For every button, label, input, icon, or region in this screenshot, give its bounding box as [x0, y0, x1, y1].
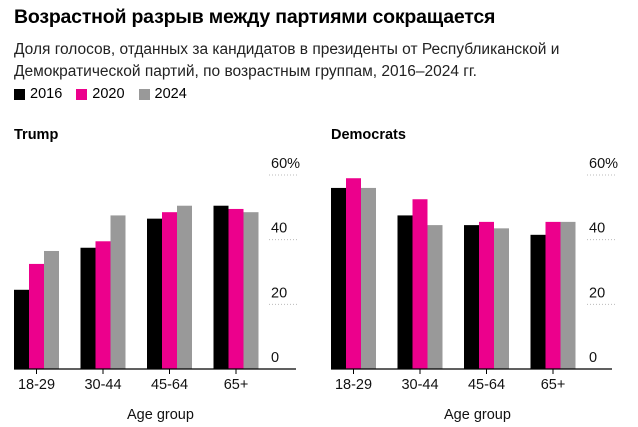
legend-label-2016: 2016 [30, 86, 63, 102]
democrats-ytick-label-20: 20 [589, 285, 605, 301]
trump-ytick-label-20: 20 [271, 285, 287, 301]
legend-swatch-2016 [14, 88, 25, 100]
page-title: Возрастной разрыв между партиями сокраща… [14, 6, 496, 28]
trump-x-axis-title: Age group [127, 407, 194, 423]
trump-bar-45-64-2020 [162, 212, 177, 369]
trump-xtick-label-30-44: 30-44 [84, 377, 121, 393]
trump-bar-45-64-2016 [147, 218, 162, 369]
legend-swatch-2020 [76, 88, 88, 100]
democrats-bar-65+-2020 [545, 221, 561, 369]
democrats-bar-45-64-2016 [464, 225, 479, 369]
trump-xtick-label-45-64: 45-64 [151, 377, 188, 393]
trump-xtick-label-65+: 65+ [224, 377, 249, 393]
democrats-bar-45-64-2020 [479, 221, 494, 369]
trump-bar-65+-2024 [243, 212, 259, 369]
democrats-bar-65+-2024 [560, 221, 576, 369]
legend: 2016 2020 2024 [14, 86, 201, 102]
democrats-xtick-label-45-64: 45-64 [468, 377, 505, 393]
page-subtitle: Доля голосов, отданных за кандидатов в п… [14, 41, 560, 80]
trump-bar-18-29-2016 [14, 289, 29, 369]
trump-bar-65+-2020 [228, 208, 244, 369]
legend-item-2024: 2024 [138, 86, 187, 102]
trump-bar-18-29-2020 [29, 263, 44, 369]
trump-bar-30-44-2020 [95, 241, 111, 369]
democrats-ytick-label-40: 40 [589, 221, 605, 237]
democrats-xtick-label-30-44: 30-44 [401, 377, 438, 393]
democrats-ytick-label-60: 60% [589, 156, 618, 172]
democrats-bar-30-44-2016 [397, 215, 413, 369]
legend-item-2016: 2016 [14, 86, 62, 102]
legend-label-2024: 2024 [154, 86, 187, 102]
trump-bar-18-29-2024 [44, 250, 59, 369]
trump-xtick-label-18-29: 18-29 [18, 377, 55, 393]
democrats-bar-30-44-2020 [412, 199, 428, 369]
democrats-xtick-label-18-29: 18-29 [335, 377, 372, 393]
trump-panel-title: Trump [14, 127, 59, 143]
democrats-bar-18-29-2024 [361, 187, 376, 369]
trump-bar-30-44-2024 [110, 215, 126, 369]
trump-ytick-label-0: 0 [271, 350, 279, 366]
democrats-bar-65+-2016 [530, 234, 546, 369]
legend-swatch-2024 [138, 88, 150, 100]
democrats-bar-45-64-2024 [494, 228, 509, 369]
legend-label-2020: 2020 [92, 86, 125, 102]
democrats-bar-18-29-2016 [331, 187, 346, 369]
trump-ytick-label-40: 40 [271, 221, 287, 237]
democrats-xtick-label-65+: 65+ [541, 377, 566, 393]
democrats-x-axis-title: Age group [444, 407, 511, 423]
democrats-bar-18-29-2020 [346, 178, 361, 369]
legend-item-2020: 2020 [76, 86, 125, 102]
democrats-ytick-label-0: 0 [589, 350, 597, 366]
trump-bar-30-44-2016 [80, 247, 96, 369]
trump-bar-45-64-2024 [177, 205, 192, 369]
trump-ytick-label-60: 60% [271, 156, 300, 172]
democrats-panel-title: Democrats [331, 127, 406, 143]
democrats-bar-30-44-2024 [427, 225, 443, 369]
trump-bar-65+-2016 [213, 205, 229, 369]
